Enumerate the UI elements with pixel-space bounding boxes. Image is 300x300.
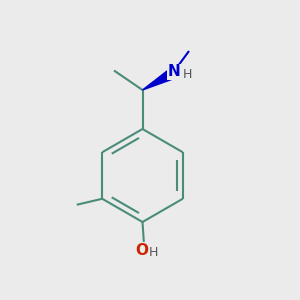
Text: H: H	[183, 68, 192, 82]
Text: H: H	[148, 246, 158, 260]
Polygon shape	[142, 69, 175, 90]
Text: O: O	[135, 243, 148, 258]
Text: N: N	[168, 64, 180, 80]
